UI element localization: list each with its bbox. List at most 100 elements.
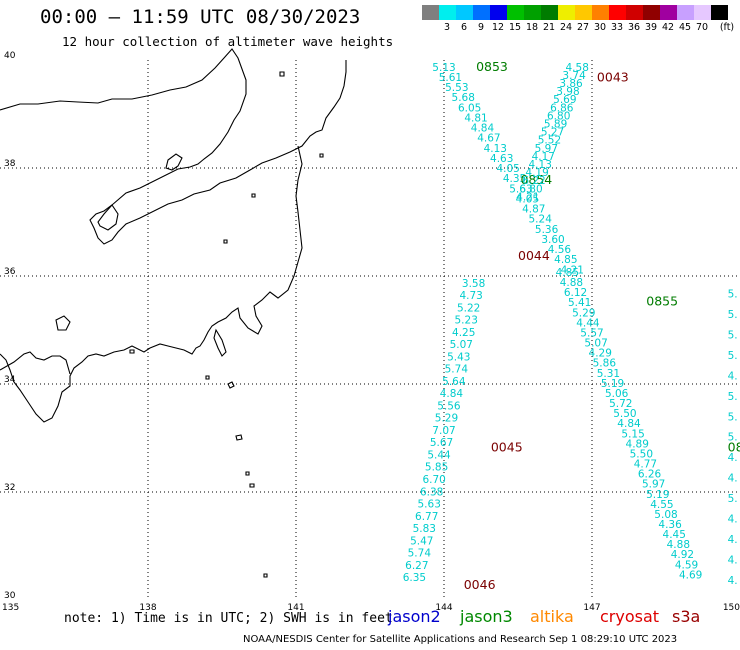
pass-time-label: 0853 [476,59,508,74]
wave-height-value: 4.73 [459,290,482,302]
wave-height-value: 5.89 [544,119,567,131]
longitude-label: 144 [435,603,452,613]
scale-tick-label: 42 [661,22,675,33]
wave-height-value: 5. [728,350,738,362]
wave-height-value: 4.36 [658,519,682,531]
wave-height-value: 4.67 [477,133,500,145]
wave-height-value: 4.45 [663,529,686,541]
scale-unit-label: (ft) [719,22,735,33]
satellite-legend-s3a: s3a [672,607,701,626]
wave-height-value: 5.31 [597,368,620,380]
satellite-pass: 5.135.615.535.686.054.814.844.674.134.63… [432,59,584,276]
wave-height-value: 5.44 [427,449,451,461]
wave-height-value: 5. [728,329,738,341]
wave-height-value: 3.74 [562,70,586,82]
wave-height-value: 5.97 [642,479,665,491]
wave-height-value: 4.59 [675,559,698,571]
wave-height-value: 5.47 [410,535,433,547]
noto-peninsula [97,204,119,231]
wave-height-value: 5.67 [430,437,453,449]
scale-swatch [558,5,575,20]
wave-height-value: 4.35 [503,173,526,185]
scale-tick-label: 6 [460,22,468,33]
scale-swatch [473,5,490,20]
pass-time-label: 0855 [646,294,678,309]
latitude-label: 34 [4,375,16,385]
wave-height-value: 4. [728,513,738,525]
wave-height-value: 4.44 [576,317,600,329]
scale-tick-label: 21 [542,22,556,33]
longitude-label: 138 [139,603,156,613]
wave-height-value: 5.72 [609,398,632,410]
wave-height-value: 6.86 [550,102,574,114]
wave-height-value: 4.63 [490,153,513,165]
wave-height-value: 5.68 [452,92,475,104]
map-graticule [0,60,740,600]
awaji-island [55,315,71,331]
wave-height-value: 5.86 [593,358,617,370]
wave-height-value: 6.80 [547,110,570,122]
scale-swatch [660,5,677,20]
wave-height-value: 5.07 [584,338,607,350]
wave-height-value: 5.41 [568,297,591,309]
satellite-legend-jason3: jason3 [460,607,513,626]
wave-height-value: 5.15 [621,428,644,440]
wave-height-color-scale: 3 6 9 12 15 18 21 24 27 30 33 36 39 42 45 70 (ft) [422,5,734,35]
wave-height-value: 4.05 [496,163,519,175]
wave-height-value: 5. [728,493,738,505]
wave-height-value: 6.05 [458,102,481,114]
wave-height-value: 5.52 [538,135,561,147]
scale-tick-label: 39 [644,22,658,33]
wave-height-value: 5.50 [613,408,636,420]
wave-height-value: 5. [728,391,738,403]
wave-height-value: 4.55 [650,499,673,511]
scale-tick-label: 36 [627,22,641,33]
wave-height-value: 4.85 [556,267,579,279]
wave-height-value: 5.85 [425,462,448,474]
scale-swatch [711,5,728,20]
wave-height-value: 5.69 [553,94,576,106]
wave-height-value: 5.29 [435,413,458,425]
wave-height-value: 4.84 [617,418,641,430]
satellite-pass: 4.583.743.863.985.696.866.805.895.275.52… [516,62,629,263]
scale-swatch [694,5,711,20]
scale-swatch [524,5,541,20]
wave-height-value: 3.60 [541,234,564,246]
wave-height-value: 5. [728,309,738,321]
pass-time-label: 0046 [464,577,496,592]
wave-height-value: 4.87 [522,204,545,216]
wave-height-value: 4.69 [679,569,702,581]
wave-height-value: 4.77 [634,459,657,471]
wave-height-value: 6.38 [420,486,443,498]
scale-swatch [507,5,524,20]
wave-height-value: 5.36 [535,224,559,236]
wave-height-value: 4.84 [440,388,464,400]
scale-tick-label: 30 [593,22,607,33]
wave-height-value: 6.12 [564,287,587,299]
satellite-legend-cryosat: cryosat [600,607,660,626]
wave-height-value: 5.61 [439,72,462,84]
shikoku-coastline [0,351,71,375]
axis-labels: 135 138 141 144 147 150 40 38 36 34 32 30 [2,51,740,613]
wave-height-value: 4. [728,575,738,587]
wave-height-value: 4.13 [484,143,507,155]
wave-height-value: 4.21 [516,191,539,203]
scale-tick-label: 70 [695,22,709,33]
satellite-legend-altika: altika [530,607,574,626]
satellite-tracks: 5.135.615.535.686.054.814.844.674.134.63… [403,59,740,592]
wave-height-value: 4. [728,554,738,566]
scale-swatch [575,5,592,20]
scale-swatch [592,5,609,20]
wave-height-value: 5.19 [646,489,669,501]
wave-height-value: 5.22 [457,302,480,314]
scale-tick-label: 9 [477,22,485,33]
wave-height-value: 5.43 [447,351,470,363]
coastline [0,48,347,578]
scale-swatch [490,5,507,20]
wave-height-value: 4.84 [471,123,495,135]
latitude-label: 36 [4,267,16,277]
wave-height-value: 6.22 [522,175,545,187]
scale-swatch [643,5,660,20]
wave-height-value: 6.35 [403,572,426,584]
satellite-pass: 3.584.735.225.234.255.075.435.745.644.84… [403,278,523,592]
